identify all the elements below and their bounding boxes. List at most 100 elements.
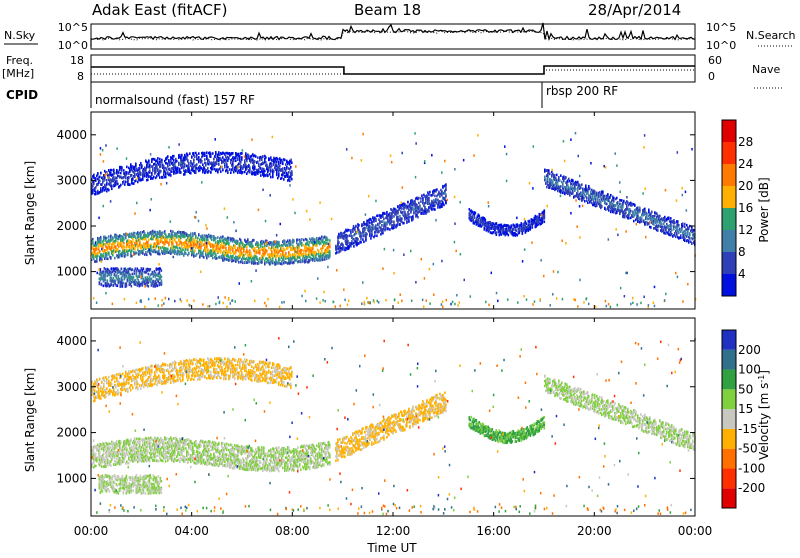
power-echo (194, 155, 196, 158)
power-echo (227, 170, 229, 173)
power-echo (147, 241, 149, 244)
power-echo (123, 180, 125, 183)
power-echo (179, 168, 181, 171)
power-echo (237, 157, 239, 160)
power-echo (445, 200, 447, 203)
power-echo (132, 178, 134, 181)
power-echo (299, 256, 301, 259)
power-echo (408, 213, 410, 216)
power-echo (232, 256, 234, 259)
power-echo (225, 160, 227, 163)
power-echo (329, 246, 331, 249)
power-echo (165, 172, 167, 175)
power-echo (290, 240, 292, 243)
power-echo (301, 244, 303, 247)
power-echo (303, 239, 305, 242)
power-echo (581, 183, 583, 186)
power-echo (663, 228, 665, 231)
nsky-tick-high: 10^5 (58, 21, 88, 34)
power-echo (436, 188, 438, 191)
power-echo (372, 224, 374, 227)
power-echo (626, 204, 628, 207)
power-echo (358, 224, 360, 227)
power-echo (472, 216, 474, 219)
power-echo (218, 250, 220, 253)
power-echo (218, 163, 220, 166)
power-echo (420, 197, 422, 200)
power-echo (198, 156, 200, 159)
power-echo (473, 219, 475, 222)
power-echo (252, 245, 254, 248)
power-echo (111, 187, 113, 190)
power-echo (135, 237, 137, 240)
power-echo (95, 192, 97, 195)
power-echo (371, 234, 373, 237)
power-echo (277, 254, 279, 257)
power-echo (428, 210, 430, 213)
power-echo (391, 217, 393, 220)
power-echo (222, 235, 224, 238)
power-echo (434, 208, 436, 211)
nsky-label: N.Sky (4, 29, 36, 42)
power-echo (131, 250, 133, 253)
power-echo (628, 217, 630, 220)
power-echo (150, 245, 152, 248)
power-echo (239, 256, 241, 259)
power-echo (197, 241, 199, 244)
power-echo (218, 151, 220, 154)
power-echo (420, 200, 422, 203)
power-echo (235, 159, 237, 162)
power-echo (329, 255, 331, 258)
power-echo (198, 234, 200, 237)
power-echo (680, 237, 682, 240)
power-echo (185, 248, 187, 251)
power-echo (100, 238, 102, 241)
power-echo (145, 237, 147, 240)
power-echo (99, 176, 101, 179)
power-echo (106, 179, 108, 182)
power-echo (594, 190, 596, 193)
power-echo (587, 201, 589, 204)
power-echo (401, 217, 403, 220)
power-echo (501, 224, 503, 227)
power-echo (651, 211, 653, 214)
power-echo (245, 253, 247, 256)
power-echo (239, 155, 241, 158)
power-echo (676, 232, 678, 235)
power-echo (225, 247, 227, 250)
power-echo (445, 195, 447, 198)
power-echo (99, 250, 101, 253)
power-echo (217, 236, 219, 239)
power-echo (143, 248, 145, 251)
power-echo (103, 255, 105, 258)
power-echo (648, 211, 650, 214)
power-echo (123, 242, 125, 245)
power-echo (240, 161, 242, 164)
power-echo (376, 234, 378, 237)
power-echo (679, 228, 681, 231)
power-echo (393, 215, 395, 218)
power-echo (199, 238, 201, 241)
power-echo (114, 172, 116, 175)
power-echo (429, 191, 431, 194)
power-echo (530, 226, 532, 229)
power-echo (272, 257, 274, 260)
power-echo (350, 245, 352, 248)
power-echo (195, 236, 197, 239)
power-echo (246, 246, 248, 249)
power-echo (682, 222, 684, 225)
power-echo (152, 169, 154, 172)
power-echo (362, 238, 364, 241)
power-echo (281, 263, 283, 266)
power-echo (241, 152, 243, 155)
power-echo (215, 156, 217, 159)
power-echo (562, 185, 564, 188)
power-echo (554, 174, 556, 177)
power-echo (365, 237, 367, 240)
power-echo (228, 157, 230, 160)
freq-frame (91, 55, 695, 82)
power-echo (654, 214, 656, 217)
power-echo (220, 240, 222, 243)
power-echo (326, 242, 328, 245)
power-echo (637, 206, 639, 209)
